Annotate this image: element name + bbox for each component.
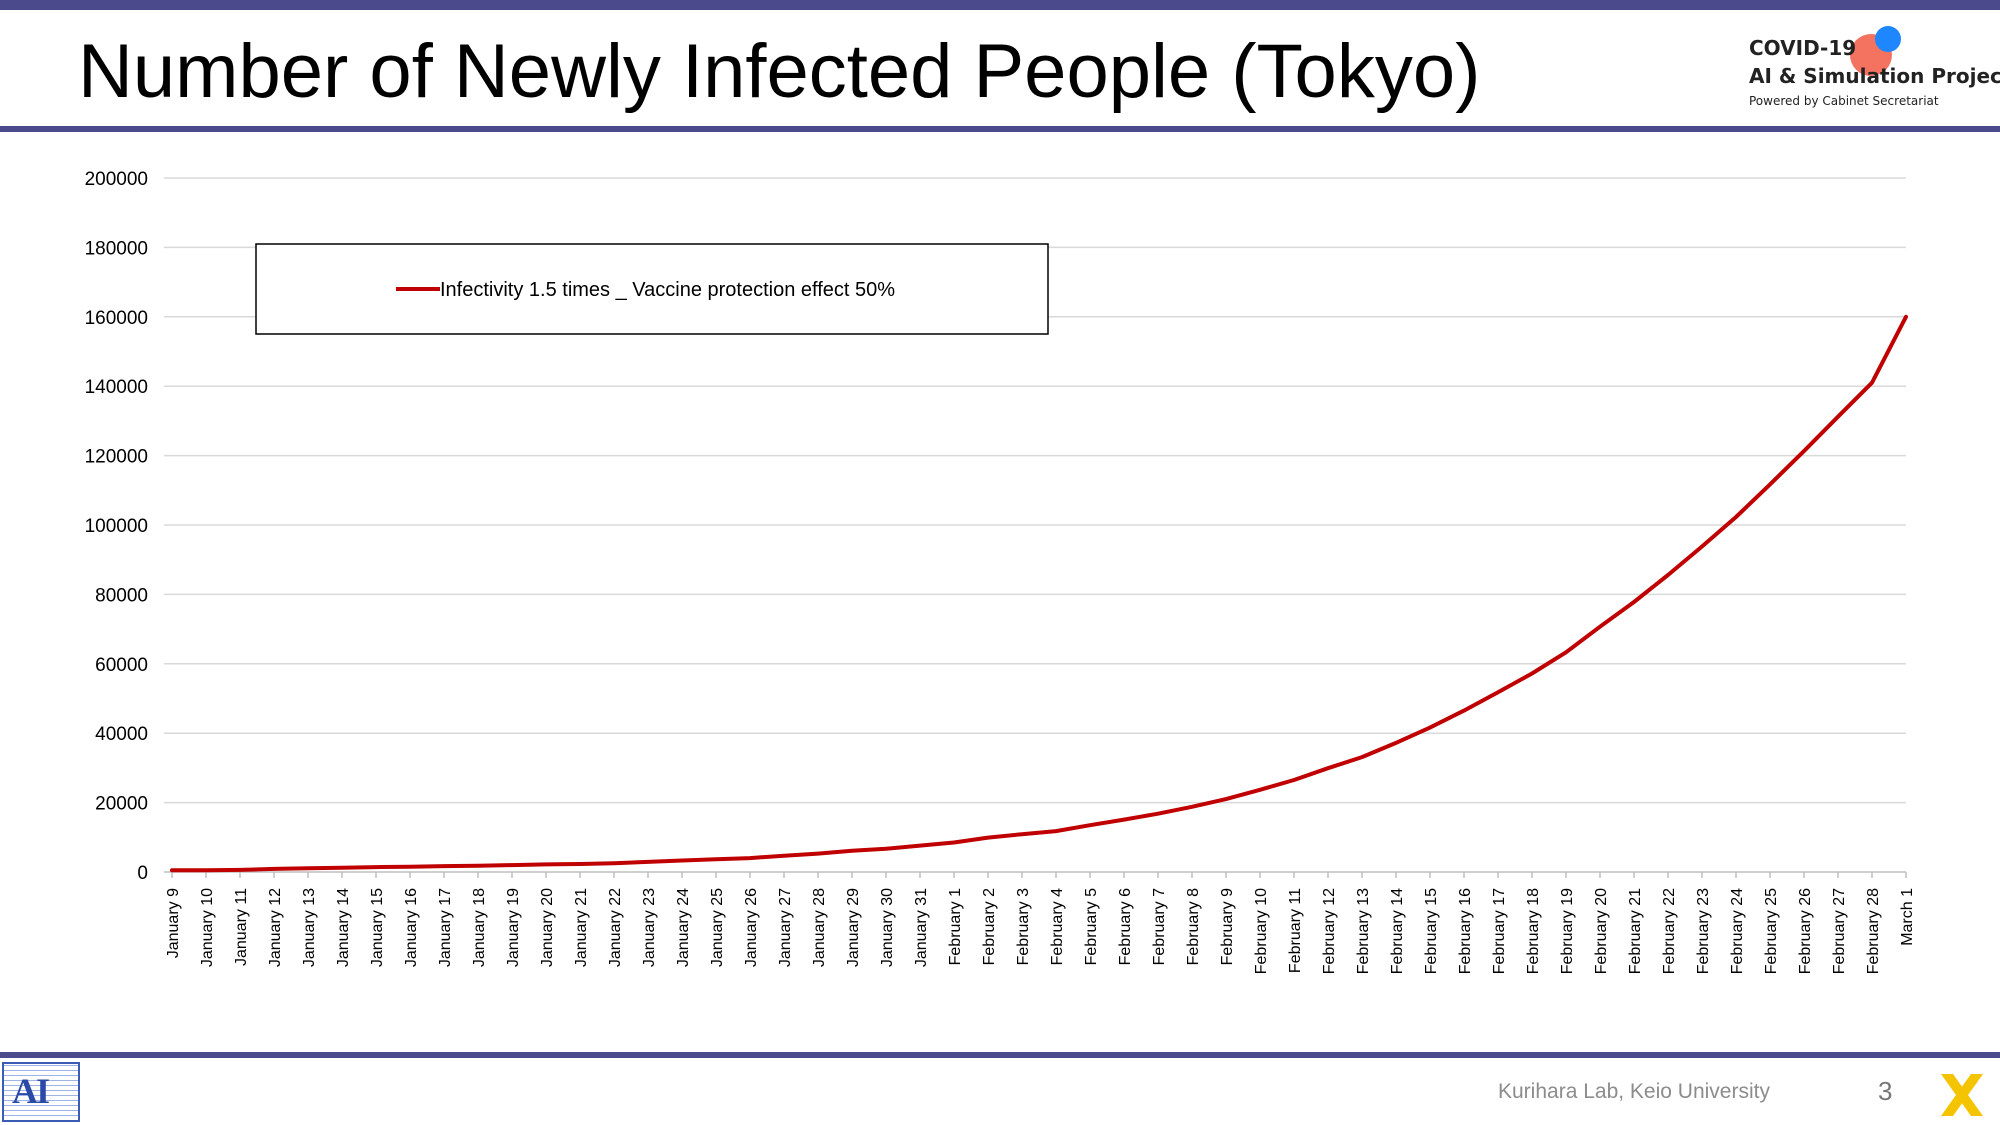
legend-box: [255, 243, 1049, 335]
y-tick-label: 140000: [85, 377, 148, 398]
footer-rule: [0, 1052, 2000, 1058]
y-tick-label: 20000: [95, 794, 148, 815]
x-tick-label: January 20: [539, 888, 556, 967]
series-layer: [170, 314, 1908, 873]
x-tick-label: January 9: [165, 888, 182, 958]
x-tick-label: February 27: [1831, 888, 1848, 974]
x-tick-label: February 7: [1151, 888, 1168, 965]
x-tick-label: February 11: [1287, 888, 1304, 973]
x-tick-label: January 24: [675, 888, 692, 967]
logo-line3: Powered by Cabinet Secretariat: [1749, 94, 1939, 108]
x-tick-label: February 16: [1457, 888, 1474, 974]
x-tick-label: January 18: [471, 888, 488, 967]
logo-line1: COVID-19: [1749, 36, 1857, 60]
x-tick-label: February 25: [1763, 888, 1780, 974]
x-tick-label: February 14: [1389, 888, 1406, 974]
x-tick-label: February 19: [1559, 888, 1576, 974]
x-tick-label: January 19: [505, 888, 522, 967]
x-tick-label: January 22: [607, 888, 624, 967]
x-tick-label: January 17: [437, 888, 454, 967]
x-tick-label: February 21: [1627, 888, 1644, 974]
y-tick-label: 120000: [85, 447, 148, 468]
x-tick-label: January 30: [879, 888, 896, 967]
page-number: 3: [1878, 1076, 1893, 1106]
y-tick-label: 40000: [95, 724, 148, 745]
x-tick-label: January 25: [709, 888, 726, 967]
x-tick-label: February 12: [1321, 888, 1338, 974]
lab-logo-text: AI: [12, 1071, 50, 1111]
x-tick-label: January 21: [573, 888, 590, 967]
x-tick-label: February 15: [1423, 888, 1440, 974]
x-tick-label: January 15: [369, 888, 386, 967]
x-tick-labels: January 9 January 10 January 11 January 12 J…: [165, 888, 1916, 974]
x-tick-label: January 14: [335, 888, 352, 967]
x-tick-label: January 28: [811, 888, 828, 967]
y-tick-label: 100000: [85, 516, 148, 537]
x-tick-label: February 8: [1185, 888, 1202, 965]
y-tick-labels: 0 20000 40000 60000 80000 100000 120000 140000 1…: [85, 169, 148, 884]
page-title: Number of Newly Infected People (Tokyo): [78, 29, 1481, 114]
x-tick-label: January 26: [743, 888, 760, 967]
lab-logo: AI: [2, 1062, 80, 1122]
logo-line2: AI & Simulation Project: [1749, 64, 2000, 88]
x-tick-label: January 13: [301, 888, 318, 967]
x-tick-label: February 10: [1253, 888, 1270, 974]
x-tick-label: February 9: [1219, 888, 1236, 965]
x-tick-label: March 1: [1899, 888, 1916, 946]
y-tick-label: 60000: [95, 655, 148, 676]
logo-blue-dot: [1875, 26, 1901, 52]
y-tick-label: 80000: [95, 585, 148, 606]
x-tick-label: January 31: [913, 888, 930, 967]
x-tick-label: February 6: [1117, 888, 1134, 965]
x-tick-label: February 17: [1491, 888, 1508, 974]
x-tick-label: February 4: [1049, 888, 1066, 965]
x-tick-label: February 3: [1015, 888, 1032, 965]
x-tick-label: February 26: [1797, 888, 1814, 974]
y-tick-label: 180000: [85, 238, 148, 259]
series-line: [170, 314, 1908, 873]
x-tick-label: February 18: [1525, 888, 1542, 974]
x-tick-label: February 1: [947, 888, 964, 965]
x-tick-label: February 20: [1593, 888, 1610, 974]
header-rule: [0, 126, 2000, 132]
x-tick-label: January 12: [267, 888, 284, 967]
x-tick-label: January 10: [199, 888, 216, 967]
legend: Infectivity 1.5 times _ Vaccine protecti…: [255, 243, 1049, 335]
x-tick-label: January 27: [777, 888, 794, 967]
line-chart: 0 20000 40000 60000 80000 100000 120000 140000 1…: [85, 169, 1916, 974]
x-tick-label: January 23: [641, 888, 658, 967]
y-tick-label: 0: [137, 863, 148, 884]
x-tick-label: February 13: [1355, 888, 1372, 974]
x-tick-label: February 23: [1695, 888, 1712, 974]
legend-label: Infectivity 1.5 times _ Vaccine protecti…: [440, 279, 895, 301]
x-tick-label: February 2: [981, 888, 998, 965]
project-logo: COVID-19 AI & Simulation Project Powered…: [1745, 24, 2000, 114]
y-tick-label: 160000: [85, 308, 148, 329]
top-rule: [0, 0, 2000, 10]
x-tick-label: January 11: [233, 888, 250, 966]
x-tick-label: January 16: [403, 888, 420, 967]
x-tick-label: February 22: [1661, 888, 1678, 974]
x-logo-icon: [1941, 1074, 1983, 1116]
x-tick-label: February 5: [1083, 888, 1100, 965]
footer-credit: Kurihara Lab, Keio University: [1498, 1080, 1770, 1103]
x-tick-label: January 29: [845, 888, 862, 967]
y-tick-label: 200000: [85, 169, 148, 190]
x-tick-label: February 28: [1865, 888, 1882, 974]
x-tick-label: February 24: [1729, 888, 1746, 974]
